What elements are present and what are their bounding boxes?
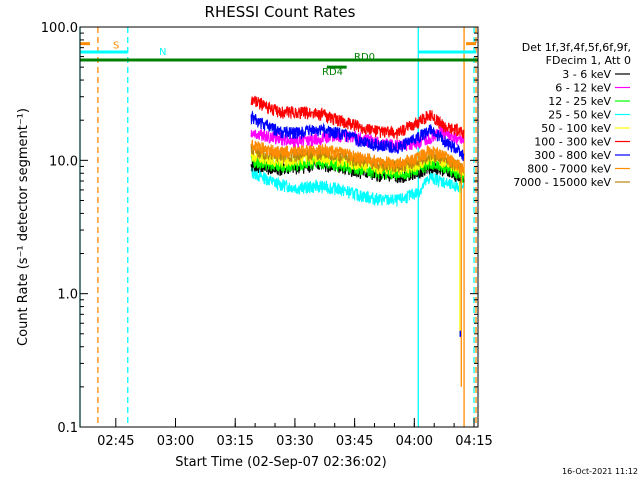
x-tick-label-4: 03:45 [336, 434, 373, 449]
x-tick-label-2: 03:15 [216, 434, 253, 449]
data-series-lines [250, 95, 465, 387]
legend-label-5: 100 - 300 keV [534, 136, 611, 149]
legend-label-4: 50 - 100 keV [541, 122, 611, 135]
x-tick-label-6: 04:15 [455, 434, 492, 449]
legend-label-8: 7000 - 15000 keV [513, 176, 611, 189]
series-line-5 [250, 95, 465, 140]
series-line-3 [250, 167, 465, 207]
y-axis-label: Count Rate (s⁻¹ detector segment⁻¹) [16, 108, 31, 346]
y-tick-label-2: 10.0 [49, 154, 78, 169]
x-tick-label-1: 03:00 [157, 434, 194, 449]
state-bar-label-rd4: RD4 [322, 67, 343, 78]
x-axis-ticks: 02:45 03:00 03:15 03:30 03:45 04:00 04:15 [97, 418, 493, 449]
y-tick-label-0: 0.1 [57, 421, 78, 436]
x-tick-label-3: 03:30 [276, 434, 313, 449]
x-tick-label-0: 02:45 [97, 434, 134, 449]
y-tick-label-1: 1.0 [57, 288, 78, 303]
state-bar-label-s: S [113, 41, 119, 52]
x-tick-label-5: 04:00 [396, 434, 433, 449]
legend-header-line-1: Det 1f,3f,4f,5f,6f,9f, [522, 41, 631, 54]
timestamp: 16-Oct-2021 11:12 [562, 467, 638, 476]
legend-header-line-2: FDecim 1, Att 0 [546, 54, 631, 67]
legend-label-3: 25 - 50 keV [548, 109, 611, 122]
chart-title: RHESSI Count Rates [205, 3, 356, 21]
legend-label-2: 12 - 25 keV [548, 95, 611, 108]
legend-label-6: 300 - 800 keV [534, 149, 611, 162]
legend-label-0: 3 - 6 keV [562, 68, 611, 81]
legend-label-7: 800 - 7000 keV [527, 163, 611, 176]
legend-label-1: 6 - 12 keV [555, 82, 611, 95]
series-line-6 [250, 109, 465, 162]
legend: Det 1f,3f,4f,5f,6f,9f, FDecim 1, Att 0 3… [513, 41, 631, 189]
plot-area-frame [79, 26, 479, 428]
time-marker-lines [79, 27, 477, 427]
series-line-7 [250, 139, 465, 173]
x-axis-label: Start Time (02-Sep-07 02:36:02) [175, 455, 386, 470]
state-bar-label-rd0: RD0 [354, 52, 375, 63]
state-bar-label-n: N [159, 47, 166, 58]
attenuator-state-bars: S N RD0 RD4 [80, 41, 478, 78]
y-tick-label-3: 100.0 [41, 21, 78, 36]
y-axis-ticks: 0.1 1.0 10.0 100.0 [41, 21, 478, 436]
